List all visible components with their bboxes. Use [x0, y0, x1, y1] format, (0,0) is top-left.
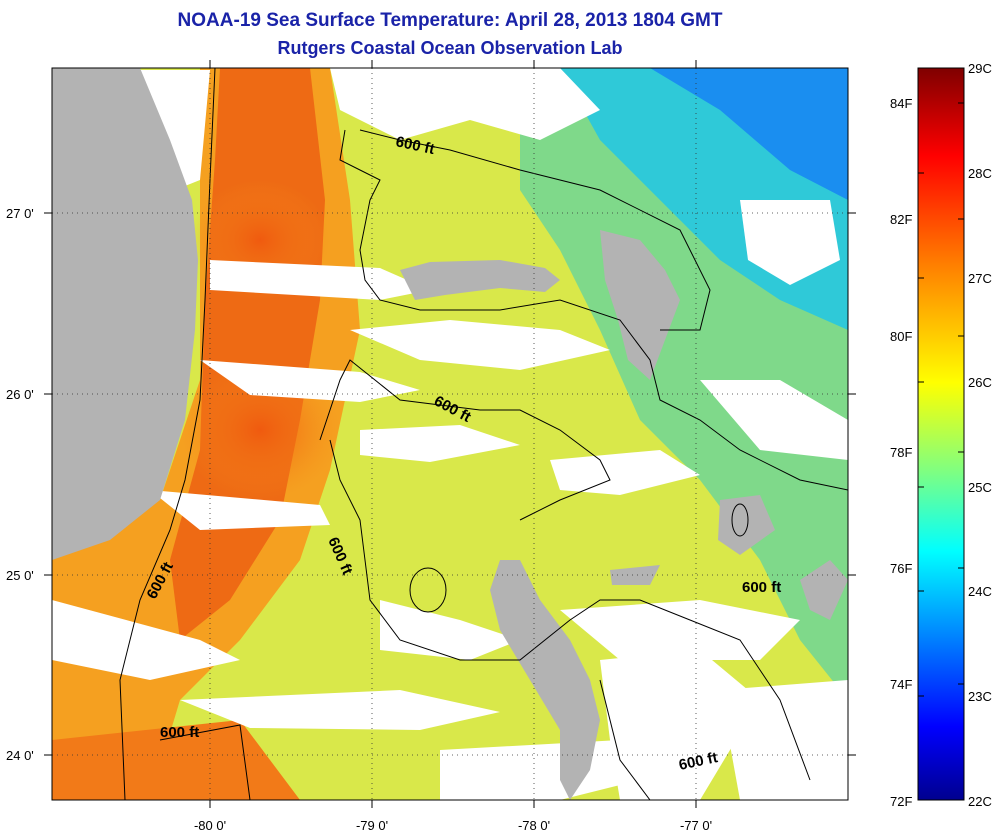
- colorbar-f-80: 80F: [890, 329, 912, 344]
- new-providence: [610, 565, 660, 585]
- colorbar-f-74: 74F: [890, 677, 912, 692]
- lat-label-24: 24 0': [6, 748, 34, 763]
- contour-southwest: [159, 724, 251, 800]
- colorbar-c-27: 27C: [968, 271, 992, 286]
- lon-label-80: -80 0': [194, 818, 226, 833]
- contour-south: [329, 439, 811, 781]
- colorbar-c-25: 25C: [968, 480, 992, 495]
- contour-north-edge: [359, 129, 711, 331]
- cloud-cover: [52, 68, 848, 800]
- lat-label-26: 26 0': [6, 387, 34, 402]
- map-raster: 600 ft 600 ft 600 ft 600 ft 600 ft 600 f…: [52, 68, 848, 800]
- map-subtitle: Rutgers Coastal Ocean Observation Lab: [277, 38, 623, 58]
- contour-label-southwest: 600 ft: [160, 724, 199, 741]
- colorbar-f-72: 72F: [890, 794, 912, 809]
- contour-seamount: [409, 567, 447, 613]
- lat-label-25: 25 0': [6, 568, 34, 583]
- colorbar-c-26: 26C: [968, 375, 992, 390]
- abaco: [600, 230, 680, 380]
- contour-florida: [119, 68, 216, 800]
- andros: [490, 560, 600, 800]
- contour-bahama-bank-north: [339, 129, 848, 491]
- eleuthera: [718, 495, 775, 555]
- bathymetry-contours: [119, 68, 848, 800]
- colorbar-c-24: 24C: [968, 584, 992, 599]
- map-title: NOAA-19 Sea Surface Temperature: April 2…: [177, 10, 723, 31]
- graticule: [52, 68, 848, 800]
- colorbar-ticks: [918, 102, 964, 697]
- contour-central: [319, 359, 611, 521]
- colorbar: [917, 67, 965, 801]
- lon-label-78: -78 0': [518, 818, 550, 833]
- colorbar-c-22: 22C: [968, 794, 992, 809]
- colorbar-f-76: 76F: [890, 561, 912, 576]
- colorbar-c-29: 29C: [968, 61, 992, 76]
- contour-andros-east: [599, 679, 651, 800]
- colorbar-c-28: 28C: [968, 166, 992, 181]
- colorbar-c-23: 23C: [968, 689, 992, 704]
- grand-bahama: [400, 260, 560, 300]
- colorbar-f-84: 84F: [890, 96, 912, 111]
- ocean-blue-band: [650, 68, 848, 200]
- florida-land: [52, 68, 198, 560]
- land-masses: [52, 68, 848, 800]
- lon-label-77: -77 0': [680, 818, 712, 833]
- contour-label-east: 600 ft: [742, 579, 781, 596]
- lat-label-27: 27 0': [6, 206, 34, 221]
- southern-warm-patch: [52, 720, 300, 800]
- colorbar-f-82: 82F: [890, 212, 912, 227]
- colorbar-f-78: 78F: [890, 445, 912, 460]
- axis-ticks: [44, 60, 856, 808]
- map-frame: [51, 67, 849, 801]
- contour-eleuthera-ring: [731, 503, 749, 537]
- lon-label-79: -79 0': [356, 818, 388, 833]
